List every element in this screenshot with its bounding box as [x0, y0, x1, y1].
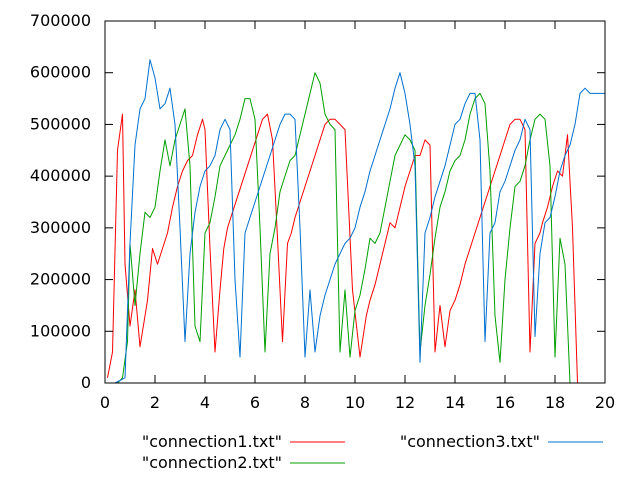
legend-label-2: "connection2.txt" [142, 453, 282, 472]
y-tick-label: 400000 [30, 166, 91, 185]
series-lines [107, 59, 605, 384]
x-tick-label: 18 [545, 393, 565, 412]
tick-marks [104, 20, 606, 384]
y-tick-label: 500000 [30, 114, 91, 133]
x-tick-label: 10 [345, 393, 365, 412]
y-tick-label: 100000 [30, 321, 91, 340]
x-tick-label: 4 [200, 393, 210, 412]
y-tick-labels: 0 100000 200000 300000 400000 500000 600000 700… [30, 11, 91, 392]
plot-frame [104, 20, 606, 384]
y-tick-label: 200000 [30, 270, 91, 289]
x-tick-label: 8 [300, 393, 310, 412]
y-tick-label: 0 [81, 373, 91, 392]
series-line-1 [107, 113, 595, 384]
x-tick-label: 0 [100, 393, 110, 412]
legend-label-3: "connection3.txt" [400, 432, 540, 451]
legend: "connection1.txt" "connection2.txt" "conne… [142, 432, 603, 472]
series-line-3 [114, 59, 605, 384]
x-tick-labels: 0 2 4 6 8 10 12 14 16 18 20 [100, 393, 615, 412]
y-tick-label: 700000 [30, 11, 91, 30]
y-tick-label: 300000 [30, 218, 91, 237]
x-tick-label: 12 [395, 393, 415, 412]
x-tick-label: 20 [595, 393, 615, 412]
x-tick-label: 6 [250, 393, 260, 412]
legend-label-1: "connection1.txt" [142, 432, 282, 451]
x-tick-label: 14 [445, 393, 465, 412]
x-tick-label: 2 [150, 393, 160, 412]
series-line-2 [117, 72, 600, 384]
y-tick-label: 600000 [30, 63, 91, 82]
x-tick-label: 16 [495, 393, 515, 412]
